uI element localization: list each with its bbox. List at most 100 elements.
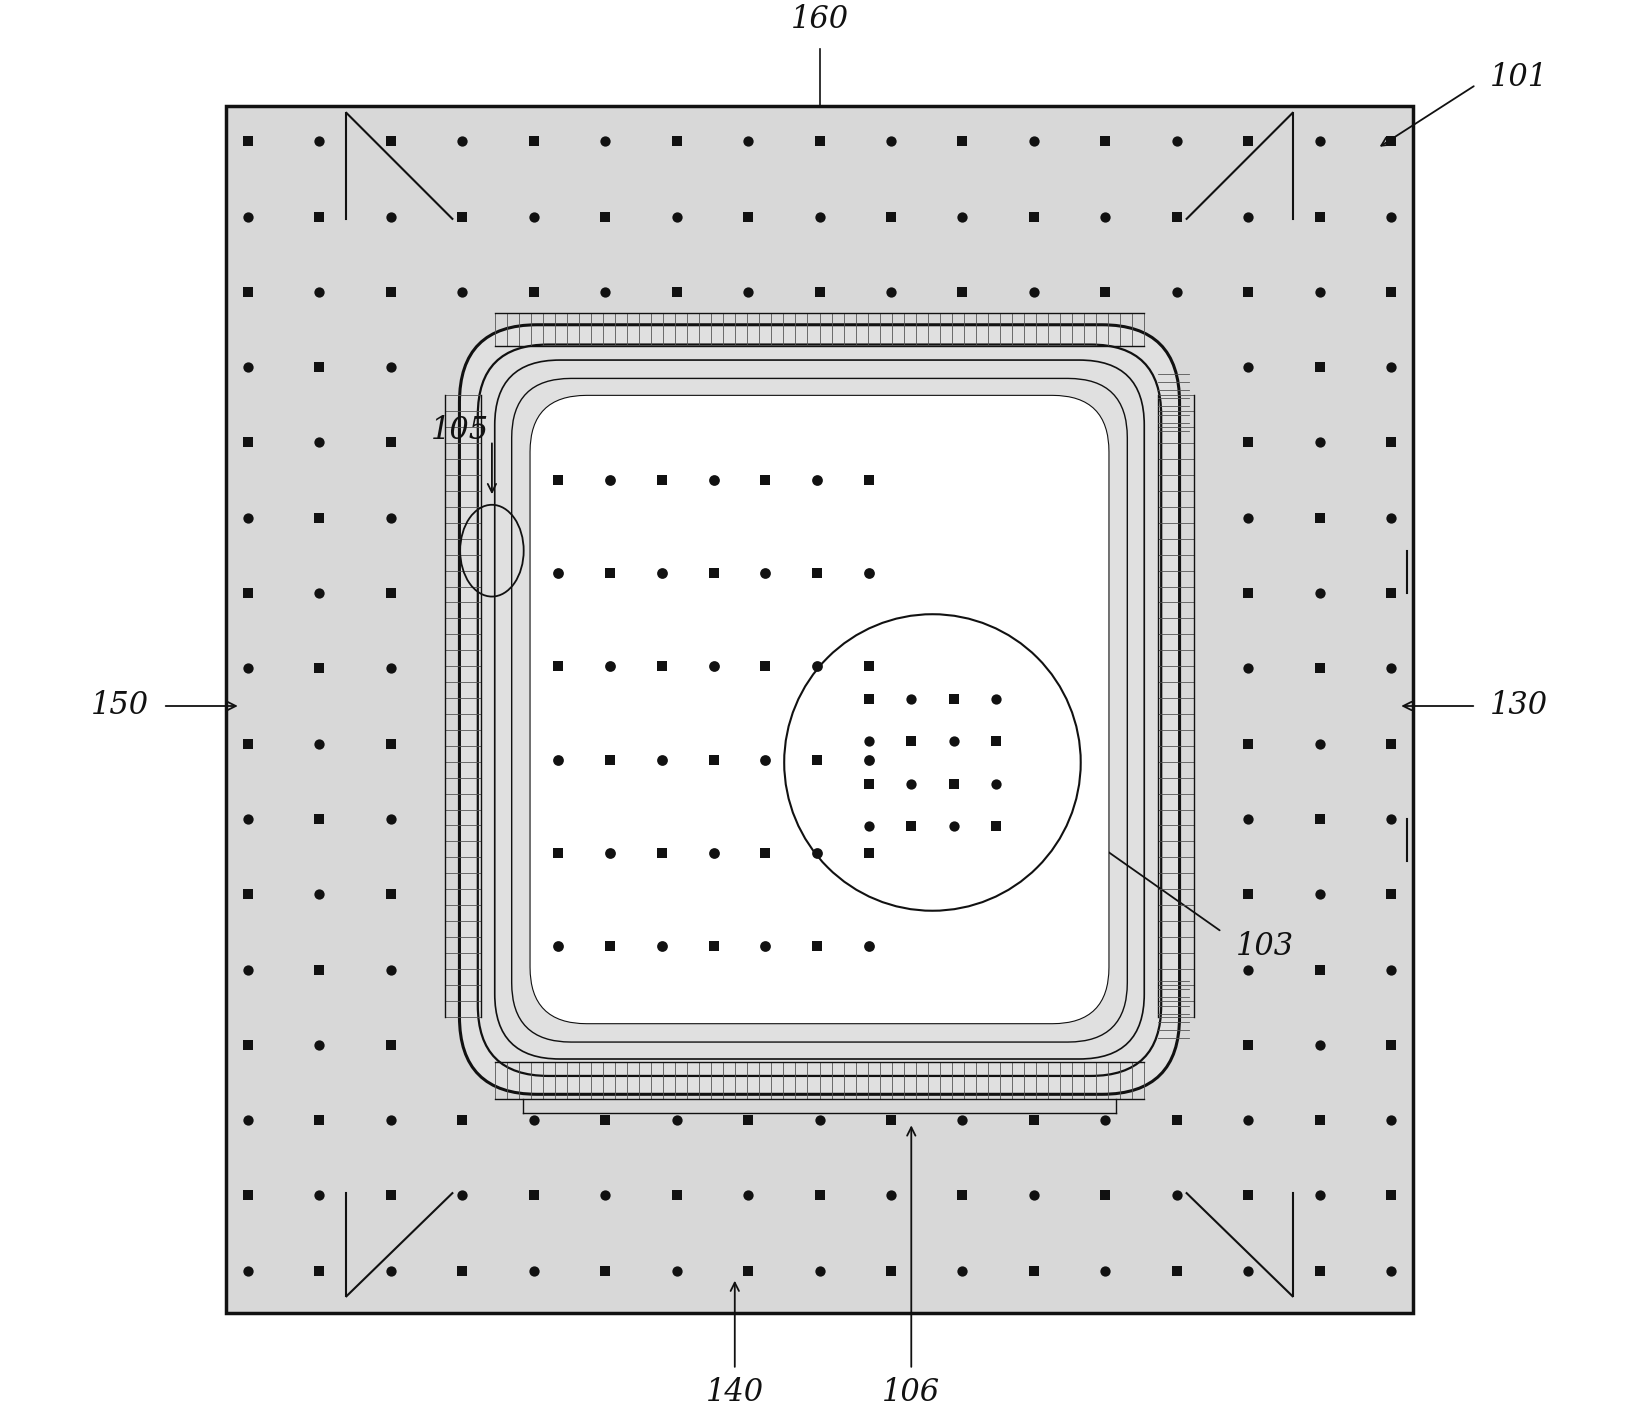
Point (1378, 1185, 1405, 1207)
Point (1378, 130, 1405, 152)
Point (941, 730, 967, 753)
Point (1164, 1185, 1190, 1207)
Point (1378, 808, 1405, 830)
Point (806, 1260, 833, 1282)
Point (377, 657, 403, 679)
Point (377, 205, 403, 227)
Point (234, 281, 261, 304)
Point (879, 1108, 905, 1131)
Point (1306, 507, 1333, 530)
Point (1378, 582, 1405, 604)
Point (1236, 1034, 1262, 1056)
Point (1021, 1108, 1047, 1131)
Point (592, 281, 618, 304)
Point (234, 657, 261, 679)
Point (377, 733, 403, 755)
Point (521, 1185, 547, 1207)
Point (752, 562, 779, 585)
Point (700, 748, 726, 771)
Point (1306, 1034, 1333, 1056)
Point (856, 842, 882, 864)
Point (1092, 205, 1118, 227)
Point (1306, 882, 1333, 905)
Point (1306, 1260, 1333, 1282)
Point (734, 1185, 760, 1207)
Point (941, 772, 967, 795)
Point (1378, 882, 1405, 905)
Point (1378, 959, 1405, 981)
Point (306, 1108, 333, 1131)
Point (700, 842, 726, 864)
Point (752, 935, 779, 957)
Point (1236, 882, 1262, 905)
Point (1164, 1108, 1190, 1131)
Point (234, 431, 261, 453)
Point (879, 130, 905, 152)
Point (1378, 1108, 1405, 1131)
Point (1236, 130, 1262, 152)
Point (234, 882, 261, 905)
Point (306, 882, 333, 905)
Point (377, 1260, 403, 1282)
Point (879, 281, 905, 304)
Text: 130: 130 (1490, 690, 1549, 722)
Point (234, 507, 261, 530)
Point (377, 808, 403, 830)
Point (1236, 205, 1262, 227)
Point (941, 815, 967, 837)
Point (856, 935, 882, 957)
Point (1378, 1034, 1405, 1056)
Point (856, 655, 882, 678)
Point (234, 356, 261, 378)
Point (1164, 205, 1190, 227)
Text: 105: 105 (431, 415, 488, 446)
Point (856, 730, 882, 753)
Text: 101: 101 (1490, 62, 1549, 93)
Point (377, 130, 403, 152)
Point (1092, 1108, 1118, 1131)
Text: 106: 106 (882, 1377, 941, 1408)
Point (1236, 733, 1262, 755)
Point (306, 1034, 333, 1056)
Point (377, 882, 403, 905)
Point (1021, 1185, 1047, 1207)
Point (664, 1108, 690, 1131)
Point (649, 469, 675, 491)
Point (546, 748, 572, 771)
Point (306, 582, 333, 604)
Point (546, 935, 572, 957)
Point (1306, 582, 1333, 604)
Point (734, 130, 760, 152)
Point (1306, 959, 1333, 981)
Text: 150: 150 (90, 690, 149, 722)
Point (1236, 281, 1262, 304)
Point (1306, 356, 1333, 378)
Point (649, 842, 675, 864)
Point (306, 808, 333, 830)
Point (592, 1260, 618, 1282)
Point (449, 281, 475, 304)
Point (377, 1034, 403, 1056)
Point (700, 562, 726, 585)
Point (1306, 130, 1333, 152)
Point (649, 562, 675, 585)
Point (546, 842, 572, 864)
Point (449, 130, 475, 152)
Point (664, 130, 690, 152)
Point (1236, 1108, 1262, 1131)
Point (1378, 1260, 1405, 1282)
Point (449, 1260, 475, 1282)
Point (449, 205, 475, 227)
Point (898, 688, 924, 710)
Point (1306, 281, 1333, 304)
Point (1021, 281, 1047, 304)
Point (1021, 205, 1047, 227)
Point (597, 748, 623, 771)
Point (752, 655, 779, 678)
Point (377, 281, 403, 304)
Point (234, 959, 261, 981)
Point (805, 935, 831, 957)
Point (983, 688, 1010, 710)
Point (949, 205, 975, 227)
Point (1236, 507, 1262, 530)
